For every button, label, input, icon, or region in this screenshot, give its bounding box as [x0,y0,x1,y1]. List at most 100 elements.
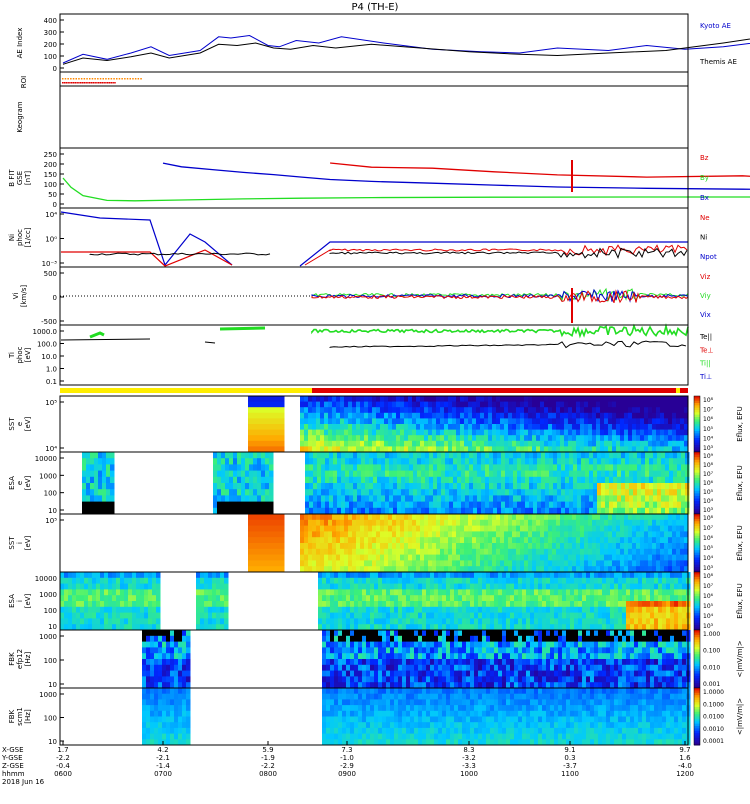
spectro-cell [681,452,686,459]
spectro-cell [92,595,97,601]
spectro-cell [588,441,593,447]
spectro-cell [360,441,365,447]
spectro-cell [345,495,350,502]
spectro-cell [497,458,502,465]
spectro-cell [580,402,585,408]
spectro-cell [350,618,355,624]
spectro-cell [248,514,253,520]
spectro-cell [340,560,345,566]
spectro-cell [108,601,113,607]
spectro-cell [265,464,270,471]
spectro-cell [394,572,399,578]
spectro-cell [352,441,357,447]
spectro-cell [217,471,222,478]
spectro-cell [574,607,579,613]
spectro-cell [478,613,483,619]
spectro-cell [620,543,625,549]
spectro-cell [678,584,683,590]
spectro-cell [552,520,557,526]
spectro-cell [304,526,309,532]
spectro-cell [634,607,639,613]
spectro-cell [312,537,317,543]
spectro-cell [540,514,545,520]
spectro-cell [552,549,557,555]
spectro-cell [366,584,371,590]
spectro-cell [640,435,645,441]
spectro-cell [472,413,477,419]
spectro-cell [533,483,538,490]
spectro-cell [396,549,401,555]
spectro-cell [601,489,606,496]
spectro-cell [212,618,217,624]
spectro-cell [404,396,409,402]
spectro-cell [380,560,385,566]
spectro-cell [76,578,81,584]
spectro-cell [637,483,642,490]
spectro-cell [556,560,561,566]
spectro-cell [616,543,621,549]
spectro-cell [625,489,630,496]
spectro-cell [313,489,318,496]
spectro-cell [120,578,125,584]
spectro-cell [636,531,641,537]
spectro-cell [612,402,617,408]
spectro-cell [86,495,91,502]
spectro-cell [568,526,573,532]
spectro-cell [660,526,665,532]
spectro-cell [528,424,533,430]
spectro-cell [462,589,467,595]
spectro-cell [454,584,459,590]
spectro-cell [608,549,613,555]
spectro-cell [349,508,354,515]
spectro-cell [448,407,453,413]
spectro-cell [549,502,554,509]
spectro-cell [490,613,495,619]
spectro-cell [461,502,466,509]
spectro-cell [516,435,521,441]
spectro-cell [438,613,443,619]
spectro-cell [622,595,627,601]
spectro-cell [329,508,334,515]
spectro-cell [308,555,313,561]
spectro-cell [428,520,433,526]
spectro-cell [320,402,325,408]
spectro-cell [366,578,371,584]
spectro-cell [670,595,675,601]
spectro-cell [490,584,495,590]
spectro-cell [344,435,349,441]
spectro-cell [584,402,589,408]
spectro-cell [598,607,603,613]
spectro-cell [640,402,645,408]
spectro-cell [580,560,585,566]
spectro-cell [366,572,371,578]
spectro-cell [260,407,265,413]
spectro-cell [370,595,375,601]
spectro-cell [352,514,357,520]
spectro-cell [390,584,395,590]
spectro-cell [388,402,393,408]
spectro-cell [596,418,601,424]
spectro-cell [354,601,359,607]
spectro-cell [574,572,579,578]
spectro-cell [394,618,399,624]
spectro-cell [657,483,662,490]
spectro-cell [636,396,641,402]
spectro-cell [605,489,610,496]
spectro-cell [540,537,545,543]
spectro-cell [396,418,401,424]
spectro-cell [668,441,673,447]
spectro-cell [589,471,594,478]
spectro-cell [90,502,95,509]
spectro-cell [152,613,157,619]
spectro-cell [573,458,578,465]
spectro-cell [620,526,625,532]
spectro-cell [166,659,171,665]
spectro-cell [521,508,526,515]
spectro-cell [348,418,353,424]
spectro-cell [102,477,107,484]
spectro-cell [632,560,637,566]
spectro-cell [374,613,379,619]
spectro-cell [606,607,611,613]
spectro-cell [396,396,401,402]
